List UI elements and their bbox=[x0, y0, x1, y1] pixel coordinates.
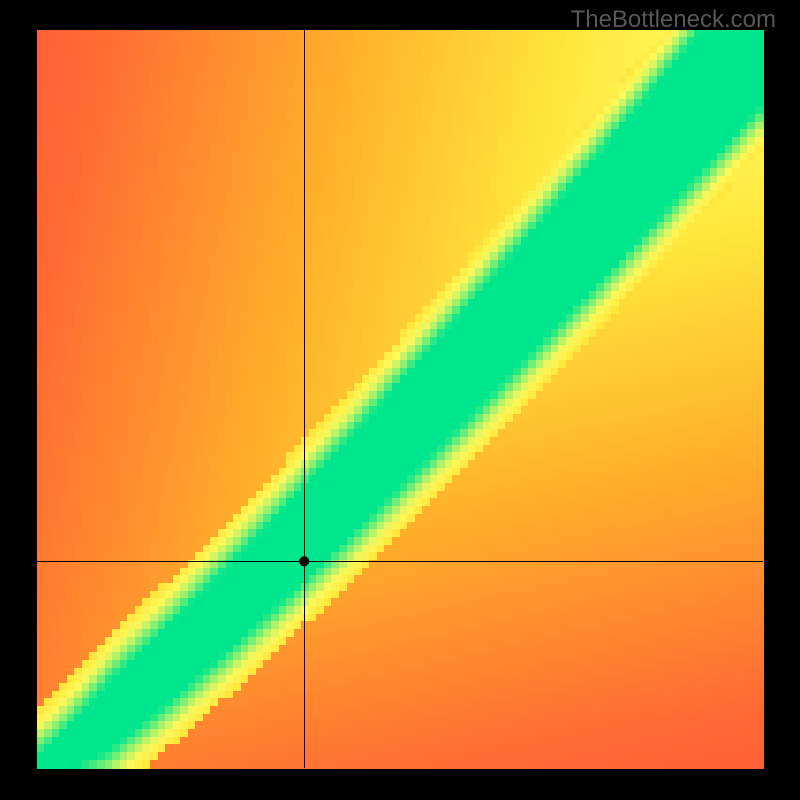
watermark-text: TheBottleneck.com bbox=[571, 6, 776, 34]
bottleneck-heatmap bbox=[0, 0, 800, 800]
chart-container: TheBottleneck.com bbox=[0, 0, 800, 800]
